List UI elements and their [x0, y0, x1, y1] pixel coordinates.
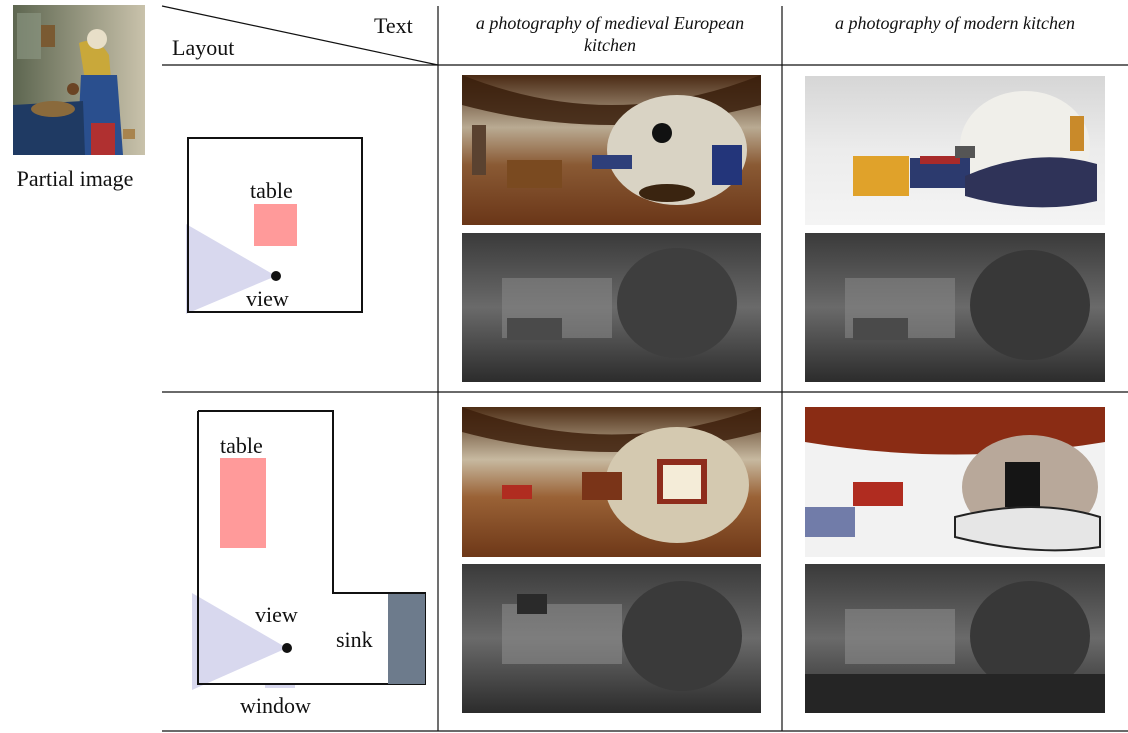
table-rect [254, 204, 297, 246]
view-cone [192, 593, 287, 690]
room-outline [197, 410, 426, 685]
layout-diagram-1 [180, 130, 380, 330]
view-point [282, 643, 292, 653]
panorama-medieval-1 [462, 75, 761, 225]
partial-image [13, 5, 145, 155]
partial-image-caption: Partial image [16, 166, 134, 191]
panorama-modern-2 [805, 407, 1105, 557]
panorama-medieval-2 [462, 407, 761, 557]
layout2-view-label: view [255, 602, 298, 627]
layout2-table-label: table [220, 433, 263, 458]
layout-diagram-2 [190, 405, 435, 695]
layout1-view-label: view [246, 286, 289, 311]
depth-modern-1 [805, 233, 1105, 382]
header-layout-label: Layout [172, 35, 235, 60]
header-diagonal [161, 5, 439, 66]
depth-modern-2 [805, 564, 1105, 713]
window-mark [265, 683, 295, 688]
layout2-sink-label: sink [336, 627, 373, 652]
column-header-modern: a photography of modern kitchen [835, 13, 1075, 33]
table-rect [220, 458, 266, 548]
header-text-label: Text [374, 13, 413, 38]
panorama-modern-1 [805, 76, 1105, 225]
room-outline [187, 137, 363, 313]
layout1-table-label: table [250, 178, 293, 203]
column-header-medieval: a photography of medieval European kitch… [475, 13, 745, 55]
layout2-window-label: window [240, 693, 311, 718]
view-point [271, 271, 281, 281]
view-cone [186, 224, 276, 314]
sink-rect [388, 594, 425, 684]
depth-medieval-1 [462, 233, 761, 382]
depth-medieval-2 [462, 564, 761, 713]
